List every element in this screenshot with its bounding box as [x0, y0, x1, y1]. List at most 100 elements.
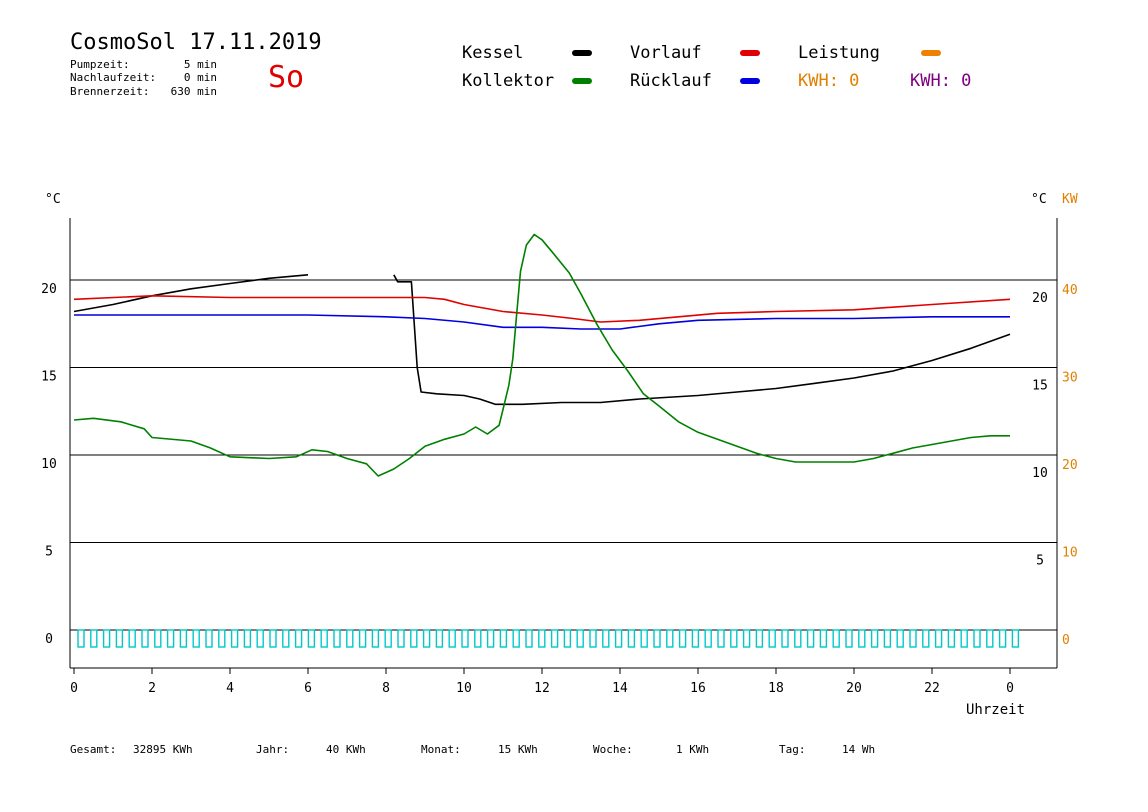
pump-cycle-marker	[870, 629, 879, 648]
pump-cycle-marker	[154, 629, 162, 648]
x-tick-label: 8	[382, 681, 390, 696]
pump-cycle-marker	[346, 629, 354, 648]
pump-cycle-marker	[474, 629, 482, 648]
pump-cycle-marker	[166, 629, 175, 648]
pump-cycle-marker	[435, 629, 444, 648]
legend-kollektor: Kollektor	[462, 71, 555, 91]
page-title: CosmoSol 17.11.2019	[70, 30, 322, 55]
weekday-label: So	[268, 60, 305, 95]
y-left-tick-label: 20	[41, 282, 57, 297]
jahr-label: Jahr:	[256, 743, 290, 756]
pump-cycle-marker	[768, 629, 776, 648]
legend-leistung-swatch	[921, 50, 941, 56]
pump-cycle-marker	[563, 629, 572, 648]
x-tick-label: 0	[1006, 681, 1014, 696]
pump-cycle-marker	[77, 629, 85, 648]
woche-value: 1 KWh	[676, 743, 710, 756]
legend-vorlauf: Vorlauf	[630, 43, 702, 63]
y-right-kw-tick-label: 40	[1062, 283, 1078, 298]
pump-cycle-marker	[717, 629, 725, 648]
pump-cycle-marker	[666, 629, 674, 648]
pump-cycle-marker	[192, 629, 200, 648]
monat-value: 15 KWh	[498, 743, 538, 756]
series-vorlauf-line	[73, 295, 1011, 323]
pump-cycle-marker	[294, 629, 303, 648]
y-right-unit-c: °C	[1031, 192, 1047, 207]
pump-cycle-marker	[986, 629, 994, 648]
pump-cycle-marker	[806, 629, 815, 648]
y-right-c-tick-label: 5	[1036, 554, 1044, 569]
kwh-value-2: KWH: 0	[910, 71, 972, 91]
pump-cycle-marker	[410, 629, 418, 648]
pump-cycle-marker	[269, 629, 277, 648]
pump-cycle-marker	[499, 629, 508, 648]
pump-cycle-marker	[320, 629, 328, 648]
pump-cycle-marker	[614, 629, 623, 648]
x-tick-label: 0	[70, 681, 78, 696]
pump-cycle-marker	[653, 629, 661, 648]
y-left-tick-label: 0	[45, 632, 53, 647]
pump-cycle-marker	[627, 629, 636, 648]
pump-cycle-marker	[525, 629, 533, 648]
y-left-unit: °C	[45, 192, 61, 207]
pump-cycle-marker	[550, 629, 559, 648]
x-tick-label: 2	[148, 681, 156, 696]
y-right-unit-kw: KW	[1062, 192, 1078, 207]
woche-label: Woche:	[593, 743, 633, 756]
pump-cycle-marker	[755, 629, 764, 648]
pump-cycle-marker	[179, 629, 188, 648]
y-right-c-tick-label: 10	[1032, 466, 1048, 481]
pump-cycle-marker	[282, 629, 290, 648]
pump-cycle-marker	[384, 629, 392, 648]
y-right-c-tick-label: 15	[1032, 379, 1048, 394]
pump-cycle-marker	[602, 629, 610, 648]
x-tick-label: 20	[846, 681, 862, 696]
nachlaufzeit-label: Nachlaufzeit:	[70, 71, 157, 84]
y-left-tick-label: 10	[41, 457, 57, 472]
y-right-kw-tick-label: 20	[1062, 458, 1078, 473]
nachlaufzeit-value: 0 min	[183, 71, 217, 84]
y-right-kw-tick-label: 10	[1062, 546, 1078, 561]
gesamt-label: Gesamt:	[70, 743, 117, 756]
pump-cycle-marker	[307, 629, 316, 648]
nachlaufzeit-row: Nachlaufzeit: 0 min	[70, 71, 217, 84]
legend-vorlauf-swatch	[740, 50, 760, 56]
x-tick-label: 4	[226, 681, 234, 696]
y-right-kw-tick-label: 0	[1062, 633, 1070, 648]
brennerzeit-row: Brennerzeit: 630 min	[70, 85, 217, 98]
kwh-value-1: KWH: 0	[798, 71, 860, 91]
pump-cycle-marker	[115, 629, 124, 648]
pump-cycle-marker	[333, 629, 341, 648]
pump-cycle-marker	[461, 629, 469, 648]
pump-cycle-marker	[486, 629, 495, 648]
series-kollektor-line	[73, 233, 1010, 477]
pump-cycle-marker	[243, 629, 252, 648]
pump-cycle-marker	[922, 629, 930, 648]
pump-cycle-marker	[973, 629, 981, 648]
monat-label: Monat:	[421, 743, 461, 756]
pump-cycle-marker	[781, 629, 789, 648]
pump-cycle-marker	[742, 629, 751, 648]
x-tick-label: 16	[690, 681, 706, 696]
pumpzeit-label: Pumpzeit:	[70, 58, 130, 71]
pump-cycle-marker	[691, 629, 700, 648]
pump-cycle-marker	[858, 629, 866, 648]
pump-cycle-marker	[819, 629, 828, 648]
pump-cycle-marker	[832, 629, 840, 648]
x-axis-label: Uhrzeit	[966, 702, 1025, 718]
series-ruecklauf-line	[74, 314, 1010, 330]
pump-cycle-marker	[576, 629, 584, 648]
pump-cycle-marker	[358, 629, 367, 648]
pump-cycle-marker	[422, 629, 431, 648]
pump-cycle-marker	[1011, 629, 1020, 648]
pump-cycle-marker	[589, 629, 597, 648]
y-right-kw-tick-label: 30	[1062, 371, 1078, 386]
pump-cycle-marker	[909, 629, 917, 648]
pump-cycle-marker	[960, 629, 968, 648]
legend-kessel: Kessel	[462, 43, 524, 63]
x-tick-label: 6	[304, 681, 312, 696]
pump-cycle-marker	[128, 629, 136, 648]
x-tick-label: 10	[456, 681, 472, 696]
pump-cycle-marker	[141, 629, 149, 648]
pump-cycle-marker	[538, 629, 546, 648]
